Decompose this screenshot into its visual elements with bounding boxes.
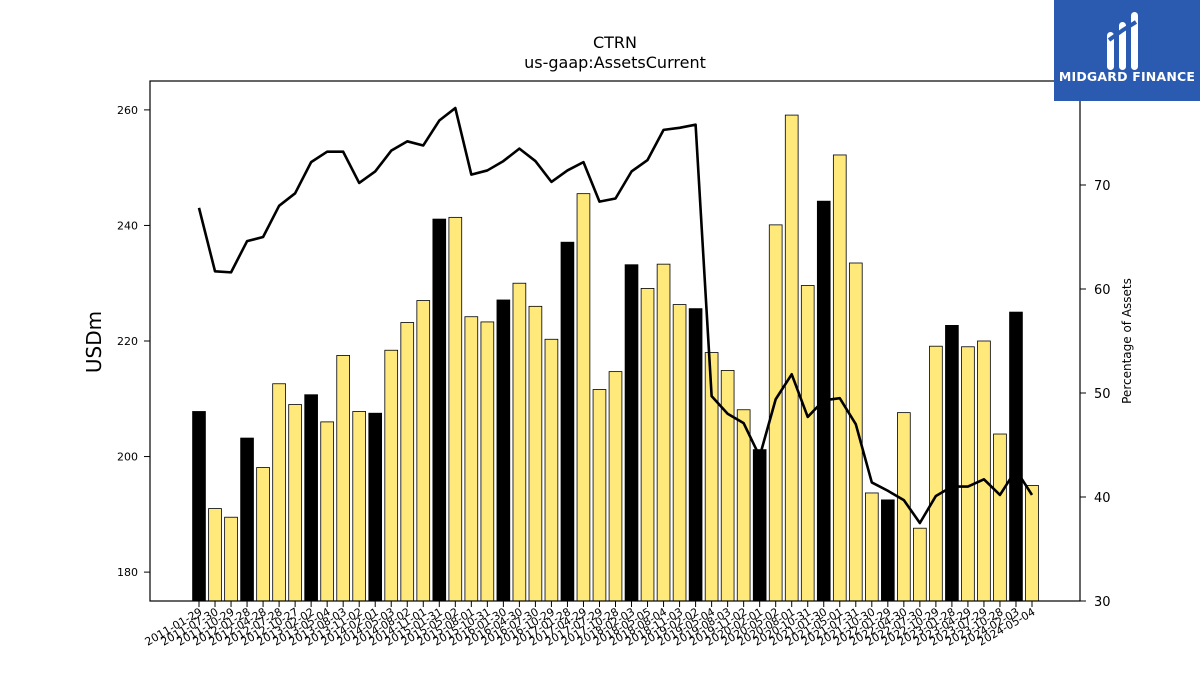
bar-2023-07-29 <box>977 340 991 602</box>
bar-2014-08-02 <box>400 322 415 602</box>
bar-2013-08-03 <box>336 355 350 602</box>
bar-2014-02-01 <box>368 412 383 602</box>
y2-axis-label: Percentage of Assets <box>1120 278 1134 404</box>
bar-2016-07-30 <box>528 305 543 602</box>
bar-2021-10-30 <box>865 492 879 602</box>
x-axis: 2011-01-292011-07-302011-10-292012-01-28… <box>143 601 1038 649</box>
bar-2021-05-01 <box>832 154 847 602</box>
bars-group <box>192 114 1039 602</box>
y-axis-label: USDm <box>82 311 106 373</box>
bar-2024-05-04 <box>1025 485 1039 602</box>
bar-2016-01-30 <box>496 299 511 602</box>
bar-2019-02-02 <box>688 308 703 602</box>
bar-2016-04-30 <box>512 282 527 602</box>
line-group <box>197 106 1034 525</box>
bar-2020-08-01 <box>784 114 799 602</box>
bar-2018-02-03 <box>624 264 639 602</box>
bar-2012-07-28 <box>272 383 286 602</box>
y-axis-left: 180 200 220 240 260 <box>117 104 150 579</box>
y-tick-label: 180 <box>117 566 138 579</box>
bar-2017-10-28 <box>608 371 623 602</box>
bar-2023-04-29 <box>961 346 975 602</box>
y-tick-label: 240 <box>117 219 138 232</box>
bar-2011-01-29 <box>192 411 206 602</box>
y-tick-label: 260 <box>117 104 138 117</box>
bar-2020-10-31 <box>800 285 815 602</box>
y2-tick-label: 40 <box>1094 491 1111 506</box>
bar-2024-02-03 <box>1009 311 1023 602</box>
bar-2021-07-31 <box>848 262 863 602</box>
chart-title: CTRN <box>593 33 637 52</box>
plot-frame <box>149 80 1081 602</box>
bar-2015-05-02 <box>448 216 463 602</box>
bar-2011-07-30 <box>208 508 222 602</box>
bar-2023-10-28 <box>993 433 1007 602</box>
bar-2022-10-29 <box>929 345 943 602</box>
y-tick-label: 220 <box>117 335 138 348</box>
bar-2019-11-02 <box>736 409 751 602</box>
bar-2022-07-30 <box>913 527 927 602</box>
brand-name: MIDGARD FINANCE <box>1058 69 1196 84</box>
bar-2013-05-04 <box>320 421 334 602</box>
y2-tick-label: 50 <box>1094 387 1111 402</box>
y-tick-label: 200 <box>117 451 138 464</box>
bar-2015-01-31 <box>432 218 447 602</box>
bar-2018-08-04 <box>656 263 671 602</box>
y2-tick-label: 30 <box>1094 595 1111 610</box>
chart-subtitle: us-gaap:AssetsCurrent <box>524 53 706 72</box>
bar-2018-11-03 <box>672 304 687 602</box>
bar-2015-10-31 <box>480 321 495 602</box>
bar-2012-01-28 <box>240 437 254 602</box>
bar-2016-10-29 <box>544 338 559 602</box>
midgard-bars-logo-icon <box>1107 12 1138 70</box>
bar-2017-07-29 <box>592 389 607 602</box>
bar-2014-05-03 <box>384 349 399 602</box>
brand-logo: MIDGARD FINANCE <box>1054 0 1200 101</box>
y2-tick-label: 60 <box>1094 283 1111 298</box>
bar-2013-11-02 <box>352 411 366 602</box>
bar-2011-10-29 <box>224 516 238 602</box>
bar-2019-08-03 <box>720 370 735 602</box>
bar-2014-11-01 <box>416 300 431 602</box>
bar-2017-04-29 <box>576 193 591 602</box>
bar-2015-08-01 <box>464 316 479 602</box>
bar-2017-01-28 <box>560 241 575 602</box>
bar-2012-10-27 <box>288 404 302 602</box>
y2-tick-label: 70 <box>1094 179 1111 194</box>
line-series-percentage <box>197 106 1034 525</box>
bar-2013-02-02 <box>304 394 318 602</box>
y-axis-right: 30 40 50 60 70 <box>1080 179 1111 610</box>
bar-2018-05-05 <box>640 288 655 602</box>
bar-2022-01-29 <box>881 499 895 602</box>
bar-2023-01-28 <box>945 324 959 602</box>
bar-2020-02-01 <box>752 449 767 602</box>
bar-2012-04-28 <box>256 467 270 602</box>
